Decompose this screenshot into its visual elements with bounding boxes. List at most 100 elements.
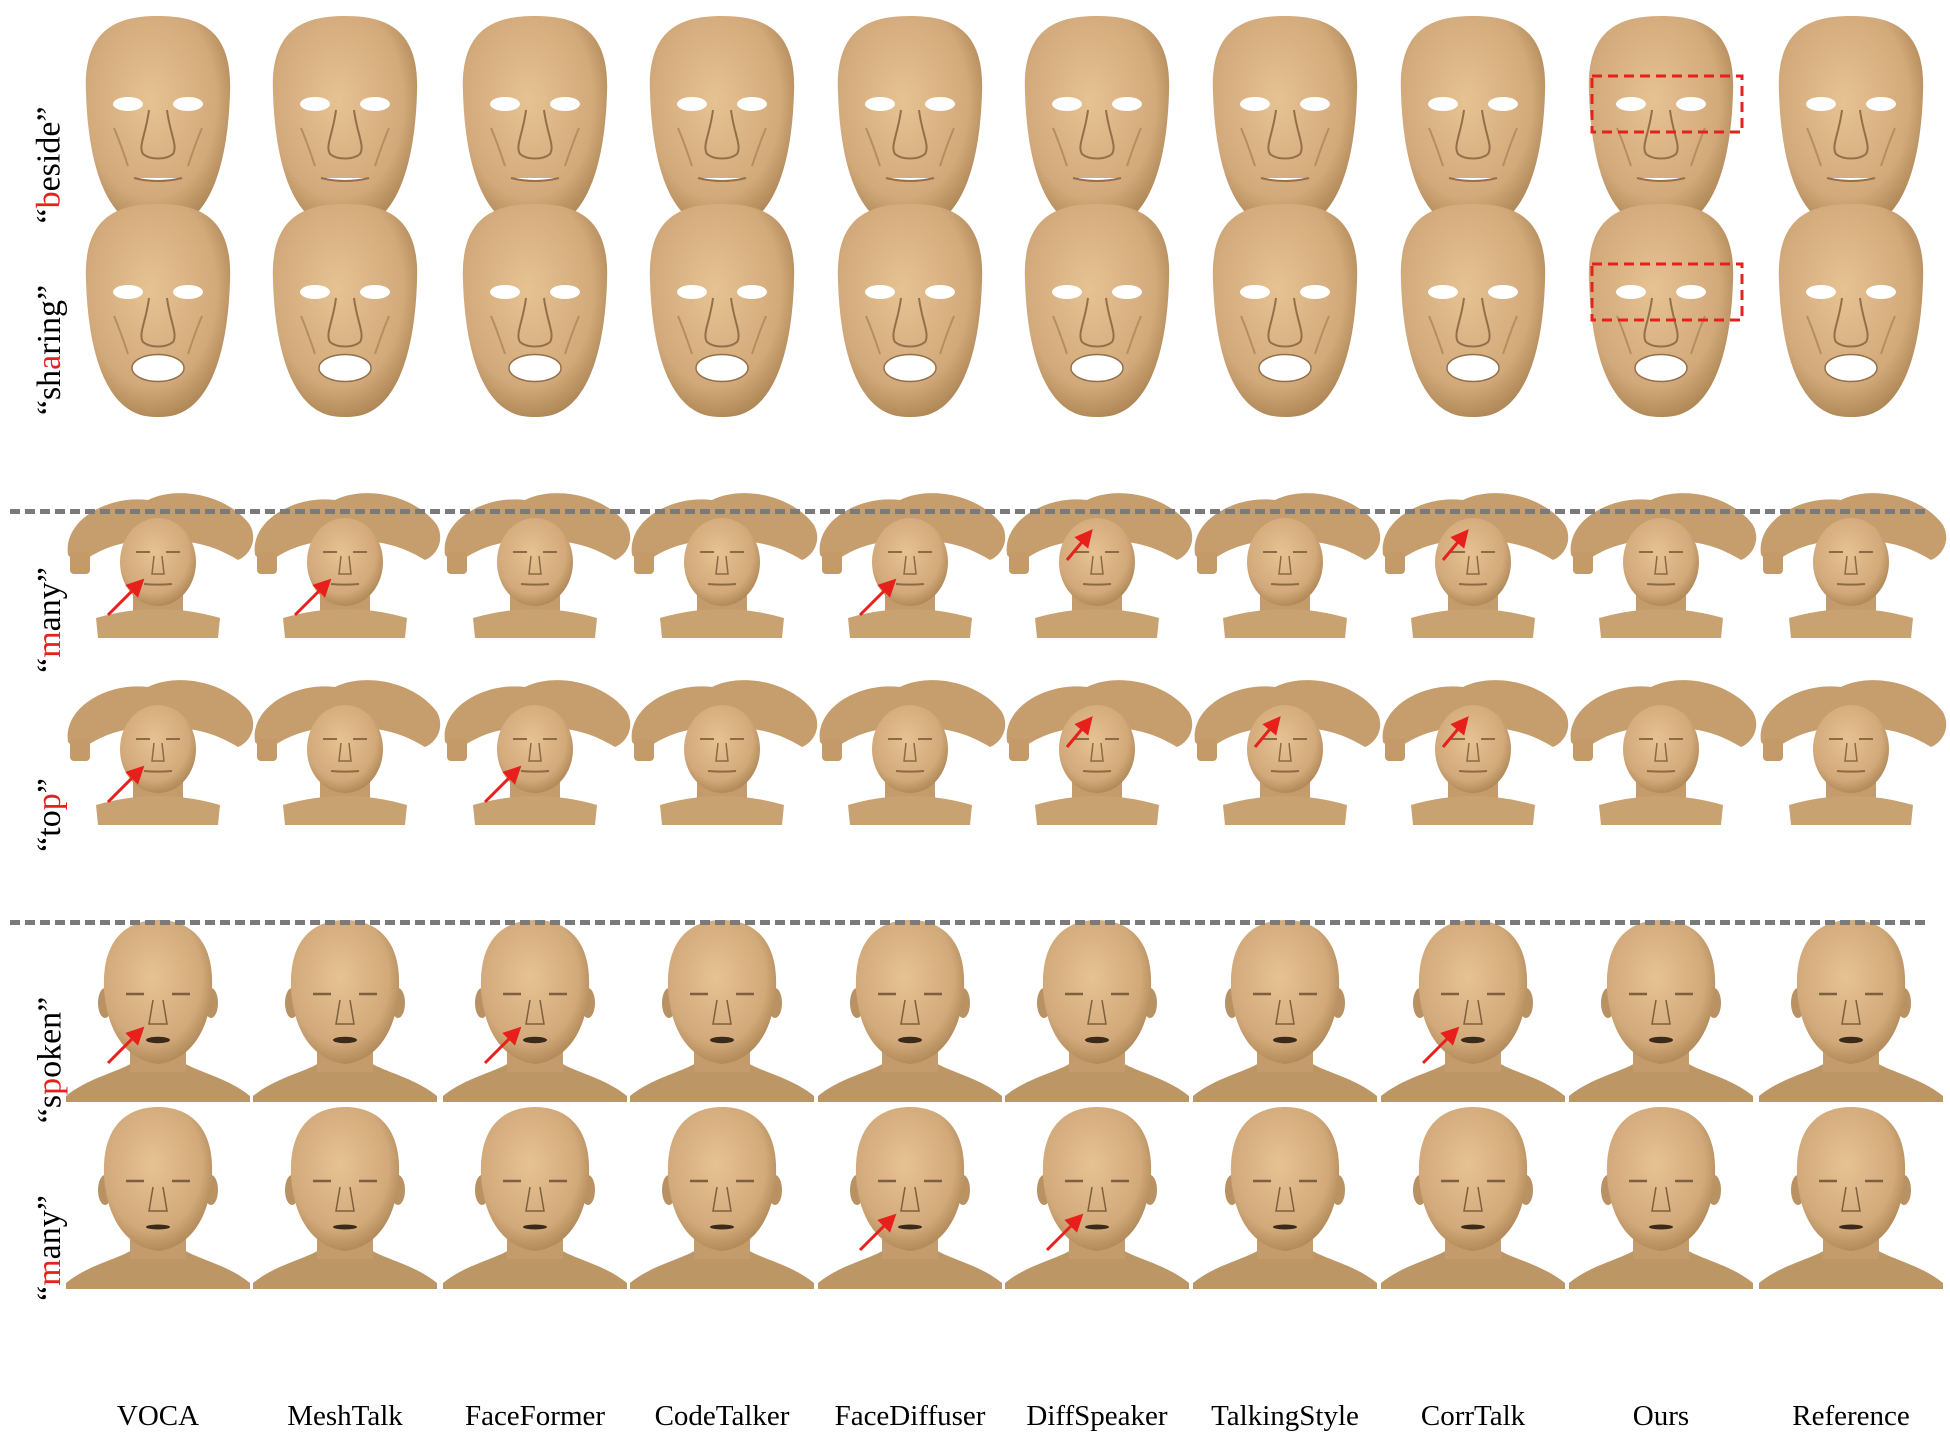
column-label-voca: VOCA	[116, 1400, 200, 1432]
side-bun	[70, 739, 90, 761]
nose	[1844, 742, 1858, 762]
eye-hole-left	[1806, 285, 1836, 299]
mouth	[1458, 583, 1488, 586]
cheek-folds	[1806, 127, 1896, 167]
nose	[525, 1186, 545, 1212]
red-arrow	[483, 1026, 522, 1065]
face-mesh-3-8	[1570, 680, 1757, 825]
face-surface	[85, 204, 231, 417]
face-mesh-0-8	[1588, 16, 1744, 229]
face-surface	[649, 16, 795, 229]
shoulders	[443, 1063, 627, 1102]
mouth	[1273, 1224, 1297, 1230]
side-bun	[447, 739, 467, 761]
head-surface	[1796, 1107, 1906, 1251]
cheek-folds	[300, 127, 390, 167]
red-arrow	[106, 578, 145, 617]
face-mesh-0-3	[649, 16, 795, 229]
face-mesh-4-5	[1005, 920, 1189, 1102]
face-mesh-2-1	[254, 493, 441, 638]
nose	[1455, 109, 1491, 160]
face-mesh-2-3	[631, 493, 818, 638]
mouth-opening	[1634, 353, 1688, 383]
red-arrow	[858, 578, 897, 617]
red-arrow	[106, 1026, 145, 1065]
face-mesh-1-2	[462, 204, 608, 417]
nose	[715, 555, 729, 575]
face-surface	[1024, 16, 1170, 229]
face-surface	[649, 204, 795, 417]
side-bun	[1197, 739, 1217, 761]
face-surface	[1588, 204, 1734, 417]
nose	[712, 1186, 732, 1212]
cheek-folds	[1428, 315, 1518, 355]
face-mesh-2-8	[1570, 493, 1757, 638]
shoulders	[1569, 1063, 1753, 1102]
face-mesh-4-3	[630, 920, 814, 1102]
eye-hole-left	[1052, 285, 1082, 299]
mouth-opening	[1824, 353, 1878, 383]
face-mesh-3-1	[254, 680, 441, 825]
nose	[1090, 742, 1104, 762]
mouth-opening	[695, 353, 749, 383]
eye-hole-right	[360, 285, 390, 299]
mouth	[710, 1036, 734, 1044]
side-bun	[634, 739, 654, 761]
face-surface	[684, 518, 760, 606]
face-mesh-1-4	[837, 204, 983, 417]
face-mesh-0-1	[272, 16, 418, 229]
red-arrow	[1253, 716, 1281, 748]
eye-hole-right	[173, 97, 203, 111]
cheek-folds	[1240, 315, 1330, 355]
eye-hole-left	[865, 97, 895, 111]
nose	[1651, 999, 1671, 1025]
mouth	[1458, 770, 1488, 773]
face-surface	[1212, 16, 1358, 229]
shoulders	[1193, 1250, 1377, 1289]
nose	[1841, 1186, 1861, 1212]
face-surface	[1059, 705, 1135, 793]
nose	[1651, 1186, 1671, 1212]
shoulders	[283, 796, 407, 825]
eye-hole-left	[1616, 285, 1646, 299]
face-surface	[684, 705, 760, 793]
mouth	[1646, 583, 1676, 586]
eye-hole-left	[1052, 97, 1082, 111]
side-bun	[447, 552, 467, 574]
mouth	[333, 1036, 357, 1044]
shoulders	[1223, 609, 1347, 638]
nose	[1841, 999, 1861, 1025]
side-bun	[1197, 552, 1217, 574]
column-label-corrtalk: CorrTalk	[1420, 1400, 1526, 1432]
face-surface	[1400, 204, 1546, 417]
eye-hole-left	[113, 97, 143, 111]
nose	[1654, 555, 1668, 575]
face-mesh-1-7	[1400, 204, 1546, 417]
nose	[1087, 999, 1107, 1025]
shoulders	[818, 1250, 1002, 1289]
shoulders	[1223, 796, 1347, 825]
eye-hole-left	[677, 97, 707, 111]
column-label-reference: Reference	[1792, 1400, 1910, 1432]
face-surface	[497, 518, 573, 606]
mouth-opening	[320, 177, 370, 182]
eye-hole-left	[300, 285, 330, 299]
mouth-opening	[1258, 353, 1312, 383]
red-arrow	[858, 1213, 897, 1252]
face-mesh-3-2	[444, 680, 631, 825]
face-mesh-0-0	[85, 16, 231, 229]
cheek-folds	[490, 127, 580, 167]
shoulders	[1759, 1063, 1943, 1102]
shoulders	[630, 1250, 814, 1289]
cheek-folds	[1806, 315, 1896, 355]
cheek-folds	[865, 315, 955, 355]
face-mesh-3-5	[1006, 680, 1193, 825]
nose	[1833, 109, 1869, 160]
mouth	[1836, 583, 1866, 586]
nose	[1466, 555, 1480, 575]
shoulders	[1005, 1063, 1189, 1102]
cheek-folds	[1052, 127, 1142, 167]
mouth	[1082, 583, 1112, 586]
column-label-faceformer: FaceFormer	[464, 1400, 606, 1432]
